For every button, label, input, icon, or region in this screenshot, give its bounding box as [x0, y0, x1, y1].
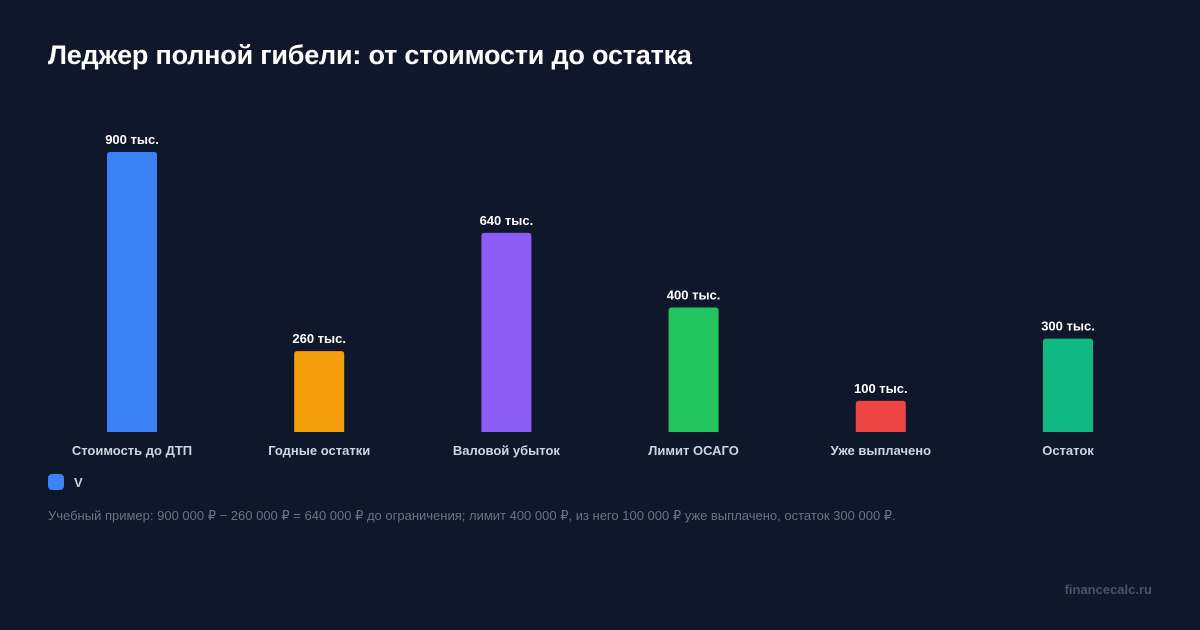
legend[interactable]: V: [48, 474, 83, 490]
bar[interactable]: [668, 307, 719, 432]
bar-group: [481, 232, 532, 432]
x-tick-label: Лимит ОСАГО: [648, 443, 739, 458]
data-label: 100 тыс.: [854, 381, 908, 396]
x-tick-label: Уже выплачено: [831, 443, 932, 458]
watermark: financecalc.ru: [1064, 582, 1152, 597]
legend-swatch: [48, 474, 64, 490]
x-axis-ticks: Стоимость до ДТП Годные остатки Валовой уб…: [72, 443, 1094, 458]
data-label: 260 тыс.: [292, 331, 346, 346]
data-label: 400 тыс.: [667, 288, 721, 303]
bar[interactable]: [294, 351, 345, 432]
bar-group: [107, 152, 157, 432]
bar-group: [1043, 338, 1093, 432]
bars-layer: [107, 152, 1093, 432]
chart-title: Леджер полной гибели: от стоимости до ос…: [48, 40, 692, 70]
footnote: Учебный пример: 900 000 ₽ − 260 000 ₽ = …: [48, 508, 896, 523]
bar-group: [668, 307, 719, 432]
bar[interactable]: [107, 152, 157, 432]
data-label: 900 тыс.: [105, 132, 159, 147]
bar[interactable]: [481, 232, 532, 432]
x-tick-label: Валовой убыток: [453, 443, 561, 458]
bar[interactable]: [1043, 338, 1093, 432]
x-tick-label: Остаток: [1042, 443, 1094, 458]
bar-group: [855, 400, 906, 432]
bar[interactable]: [855, 400, 906, 432]
data-label: 640 тыс.: [480, 213, 534, 228]
data-labels-layer: 900 тыс. 260 тыс. 640 тыс. 400 тыс. 100 тыс.…: [105, 132, 1095, 396]
data-label: 300 тыс.: [1041, 319, 1095, 334]
x-tick-label: Стоимость до ДТП: [72, 443, 192, 458]
legend-label: V: [74, 474, 83, 490]
bar-group: [294, 351, 345, 432]
x-tick-label: Годные остатки: [268, 443, 370, 458]
